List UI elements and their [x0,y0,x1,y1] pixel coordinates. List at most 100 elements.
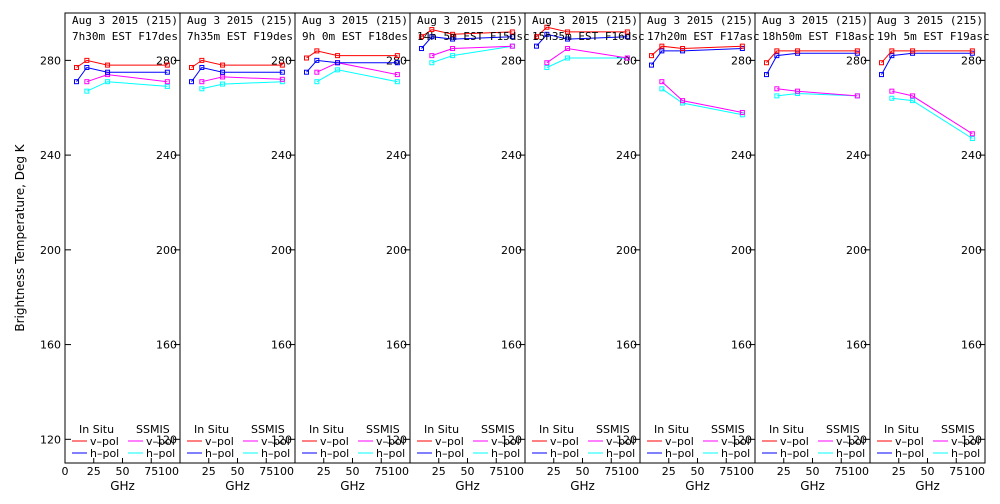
legend-label-insitu_h: h–pol [550,447,579,460]
series-line-insitu_v [421,29,513,38]
x-tick-label-50: 50 [691,465,705,478]
series-line-insitu_v [536,26,628,38]
series-line-insitu_h [766,52,858,75]
x-axis-label: GHz [455,479,480,493]
point-insitu_h-19 [659,48,665,54]
point-ssmis_h-37 [910,98,916,104]
x-axis-label: GHz [225,479,250,493]
point-insitu_v-19 [429,27,435,33]
y-tick-label-left-200: 200 [40,244,61,257]
point-insitu_h-37 [335,60,341,66]
point-insitu_v-37 [220,62,226,68]
point-insitu_h-19 [84,64,90,70]
y-tick-label-right-200: 200 [731,244,752,257]
y-tick-label-right-120: 120 [846,433,867,446]
x-tick-label-0: 0 [62,465,69,478]
point-ssmis_h-37 [565,55,571,61]
y-tick-label-right-160: 160 [386,339,407,352]
legend-label-insitu_v: v–pol [895,435,924,448]
point-insitu_v-10 [649,53,654,59]
point-ssmis_h-89 [394,79,400,85]
panel-frame [869,12,986,464]
legend-label-ssmis_h: h–pol [376,447,405,460]
point-insitu_v-37 [335,53,341,59]
legend-group-insitu: In Situ [884,423,919,436]
point-insitu_v-89 [509,29,515,35]
legend-group-insitu: In Situ [194,423,229,436]
panel-frame [639,12,756,464]
legend-label-insitu_h: h–pol [435,447,464,460]
x-tick-label-25: 25 [87,465,101,478]
point-insitu_h-10 [189,79,194,85]
panel-2: 120 160 200 240 280 25 50 75 100 GHz Aug 3 2015 (2… [179,12,296,493]
point-ssmis_h-19 [199,86,205,92]
point-ssmis_v-37 [795,88,801,94]
x-tick-label-100: 100 [618,465,639,478]
panel-1: 120 160 200 240 280 0 25 50 75 100 GHz Aug 3 2015 (… [62,12,181,493]
y-tick-label-right-200: 200 [501,244,522,257]
legend-label-ssmis_v: v–pol [721,435,750,448]
y-tick-label-right-280: 280 [271,54,292,67]
point-ssmis_v-89 [624,55,630,61]
series-line-ssmis_v [776,88,858,97]
point-ssmis_h-19 [544,64,550,70]
legend-group-insitu: In Situ [79,423,114,436]
panel-4: 120 160 200 240 280 25 50 75 100 GHz Aug 3 2015 (2… [409,12,530,493]
series-line-ssmis_v [86,74,168,83]
point-insitu_v-89 [854,48,860,54]
point-insitu_h-89 [164,69,170,75]
y-tick-label-right-200: 200 [156,244,177,257]
panel-frame [409,12,526,464]
point-insitu_h-10 [764,72,769,78]
series-line-ssmis_v [546,47,628,64]
legend-label-insitu_v: v–pol [205,435,234,448]
series-line-insitu_h [76,66,168,82]
point-insitu_h-19 [429,34,435,40]
point-insitu_v-19 [544,24,550,30]
legend-label-ssmis_h: h–pol [721,447,750,460]
legend-group-ssmis: SSMIS [941,423,975,436]
point-insitu_v-37 [565,29,571,35]
series-line-ssmis_h [546,57,628,68]
panel-frame [64,12,181,464]
legend-label-ssmis_h: h–pol [491,447,520,460]
point-ssmis_v-19 [314,69,320,75]
x-axis-label: GHz [685,479,710,493]
legend-label-ssmis_v: v–pol [951,435,980,448]
y-tick-label-left-240: 240 [40,149,61,162]
panel-title-line2: 18h50m EST F18asc [762,30,875,43]
x-tick-label-25: 25 [892,465,906,478]
x-tick-label-75: 75 [949,465,963,478]
y-tick-label-right-160: 160 [501,339,522,352]
point-ssmis_v-89 [739,109,745,115]
y-tick-label-right-240: 240 [961,149,982,162]
y-tick-label-right-240: 240 [731,149,752,162]
panel-title-line1: Aug 3 2015 (215) [417,14,523,27]
point-insitu_h-10 [74,79,79,85]
point-insitu_h-89 [394,60,400,66]
point-insitu_h-19 [544,31,550,37]
x-tick-label-100: 100 [388,465,409,478]
point-insitu_v-10 [74,64,79,70]
y-tick-label-right-280: 280 [156,54,177,67]
y-tick-label-right-200: 200 [961,244,982,257]
point-insitu_h-37 [105,69,111,75]
point-ssmis_h-37 [105,79,111,85]
legend-label-insitu_v: v–pol [550,435,579,448]
point-insitu_v-19 [659,43,665,49]
point-insitu_h-10 [419,46,424,52]
legend-label-ssmis_h: h–pol [606,447,635,460]
legend-label-insitu_v: v–pol [90,435,119,448]
series-line-insitu_v [766,50,858,64]
x-tick-label-75: 75 [834,465,848,478]
x-tick-label-25: 25 [317,465,331,478]
panel-title-line2: 19h 5m EST F19asc [877,30,990,43]
y-tick-label-left-280: 280 [40,54,61,67]
point-ssmis_v-89 [164,79,170,85]
point-ssmis_v-19 [659,79,665,85]
legend-label-insitu_v: v–pol [665,435,694,448]
panel-title-line2: 7h35m EST F19des [187,30,293,43]
point-ssmis_v-89 [279,76,285,82]
legend-group-insitu: In Situ [654,423,689,436]
point-insitu_h-19 [199,64,205,70]
